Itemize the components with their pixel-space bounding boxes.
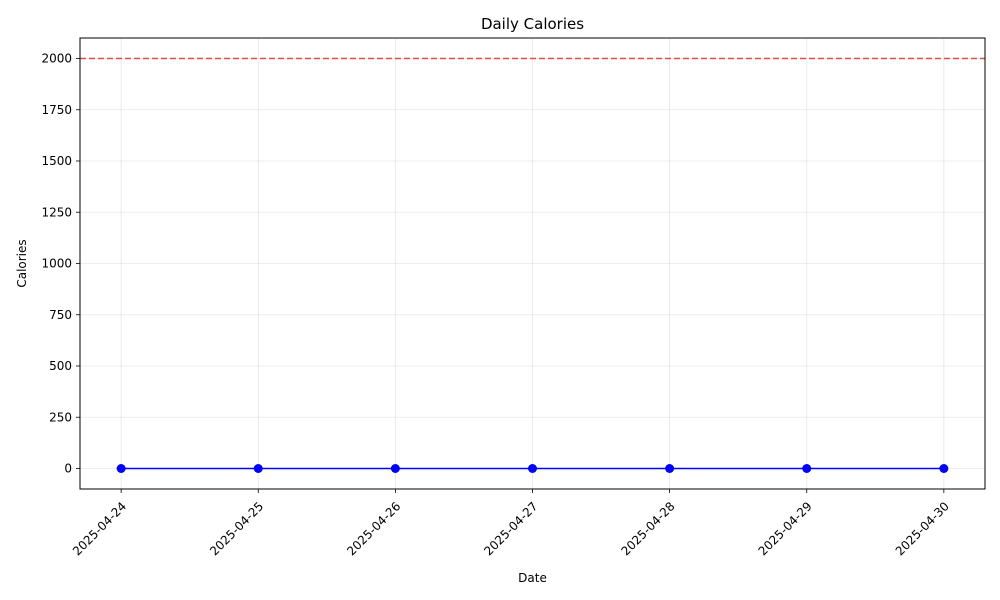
series-group [116,464,949,473]
y-tick-label: 500 [49,359,72,373]
data-point [253,464,263,473]
y-tick-label: 0 [64,462,72,476]
y-tick-label: 1250 [41,205,72,219]
y-tick-label: 2000 [41,52,72,66]
y-axis-label: Calories [15,239,29,287]
data-point [939,464,949,473]
data-point [116,464,126,473]
data-point [665,464,675,473]
data-point [390,464,400,473]
y-tick-label: 750 [49,308,72,322]
data-point [802,464,812,473]
y-tick-label: 250 [49,410,72,424]
y-tick-label: 1000 [41,257,72,271]
grid [80,38,985,489]
y-tick-label: 1500 [41,154,72,168]
y-tick-label: 1750 [41,103,72,117]
chart-title: Daily Calories [481,15,584,33]
data-point [528,464,537,473]
x-axis-label: Date [518,571,547,585]
y-axis: 0 250 500 750 1000 1250 1500 1750 2000 [41,52,80,476]
